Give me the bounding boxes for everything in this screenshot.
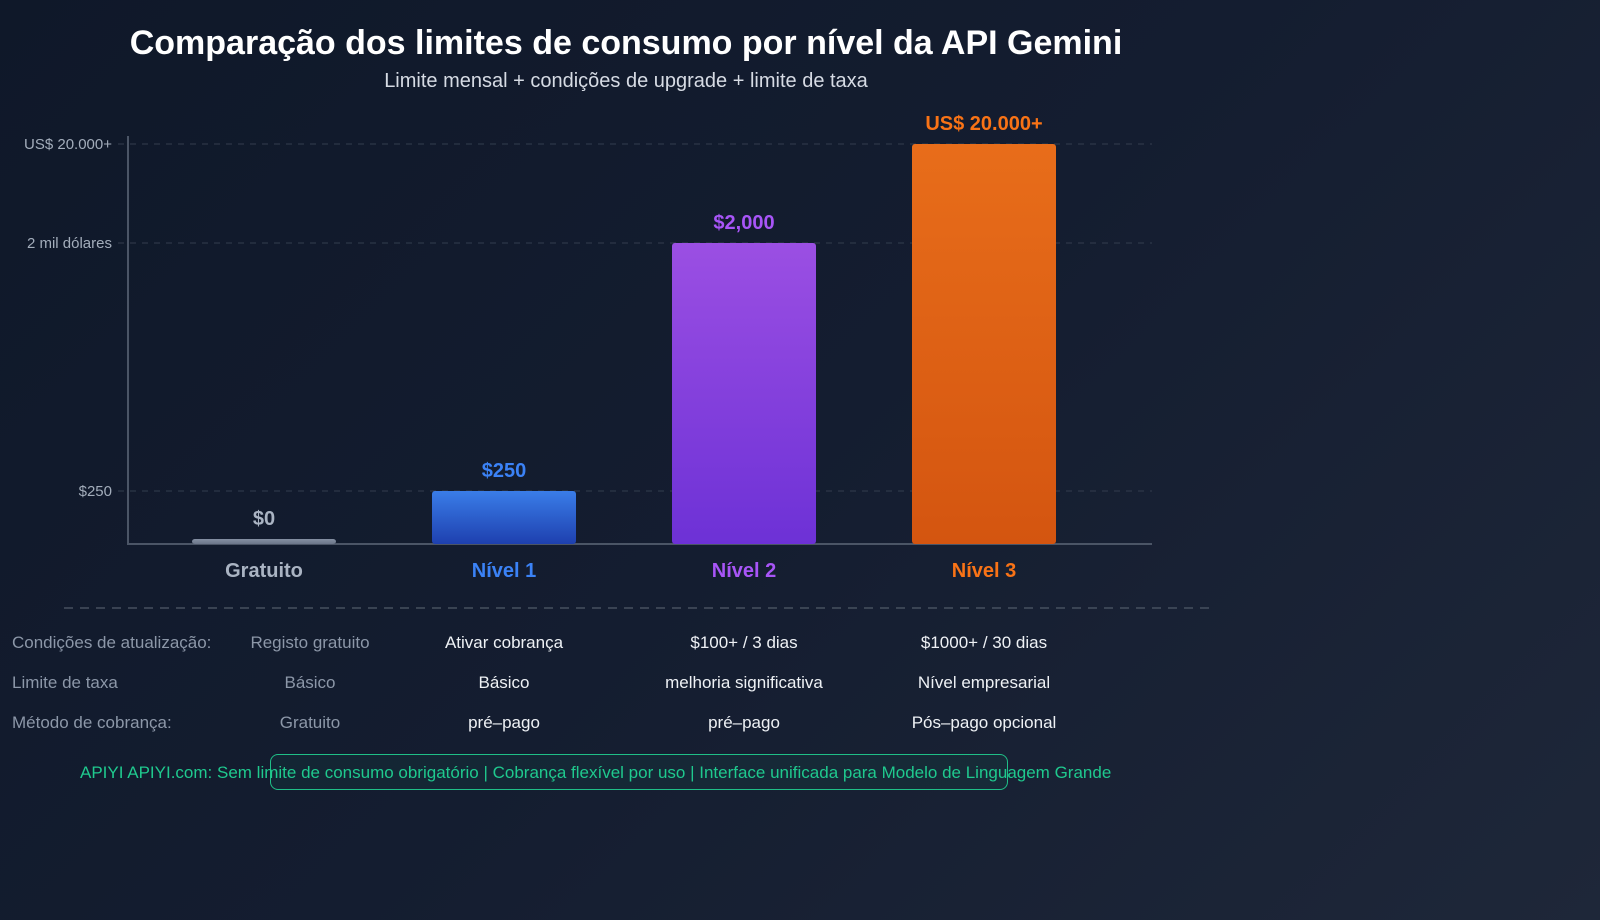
y-tick-label: $250	[79, 483, 112, 500]
bar-chart: $250 2 mil dólares US$ 20.000+ $0 Gratuito $…	[24, 113, 1210, 609]
table-cell: Nível empresarial	[917, 673, 1051, 692]
bar-Nível 3	[912, 144, 1056, 544]
chart-subtitle: Limite mensal + condições de upgrade + l…	[384, 70, 868, 92]
chart-title: Comparação dos limites de consumo por ní…	[129, 24, 1123, 62]
x-category-label: Gratuito	[225, 560, 303, 582]
table-cell: Básico	[478, 673, 530, 692]
table-cell: Pós–pago opcional	[911, 713, 1057, 732]
footer-note: APIYI APIYI.com: Sem limite de consumo o…	[80, 763, 1112, 782]
footer-highlight-box	[270, 754, 1008, 790]
table-cell: melhoria significativa	[665, 673, 823, 692]
x-category-label: Nível 2	[712, 560, 776, 582]
table-cell: Ativar cobrança	[444, 633, 564, 652]
bar-Gratuito	[192, 539, 336, 544]
table-cell: pré–pago	[708, 713, 780, 732]
table-cell: $100+ / 3 dias	[690, 633, 798, 652]
x-category-label: Nível 3	[952, 560, 1016, 582]
data-label: $250	[482, 460, 527, 482]
row-label: Método de cobrança:	[12, 713, 172, 732]
bar-Nível 2	[672, 243, 816, 544]
data-label: $0	[253, 508, 275, 530]
table-cell: pré–pago	[468, 713, 540, 732]
bar-Nível 1	[432, 491, 576, 544]
row-label: Condições de atualização:	[12, 633, 212, 652]
data-label: $2,000	[713, 212, 774, 234]
row-label: Limite de taxa	[12, 673, 118, 692]
y-tick-label: US$ 20.000+	[24, 136, 112, 153]
y-tick-label: 2 mil dólares	[27, 235, 112, 252]
x-category-label: Nível 1	[472, 560, 536, 582]
free-tier-value: Registo gratuito	[250, 633, 370, 652]
free-tier-value: Gratuito	[279, 713, 341, 732]
free-tier-value: Básico	[284, 673, 336, 692]
table-cell: $1000+ / 30 dias	[920, 633, 1048, 652]
data-label: US$ 20.000+	[925, 113, 1042, 135]
